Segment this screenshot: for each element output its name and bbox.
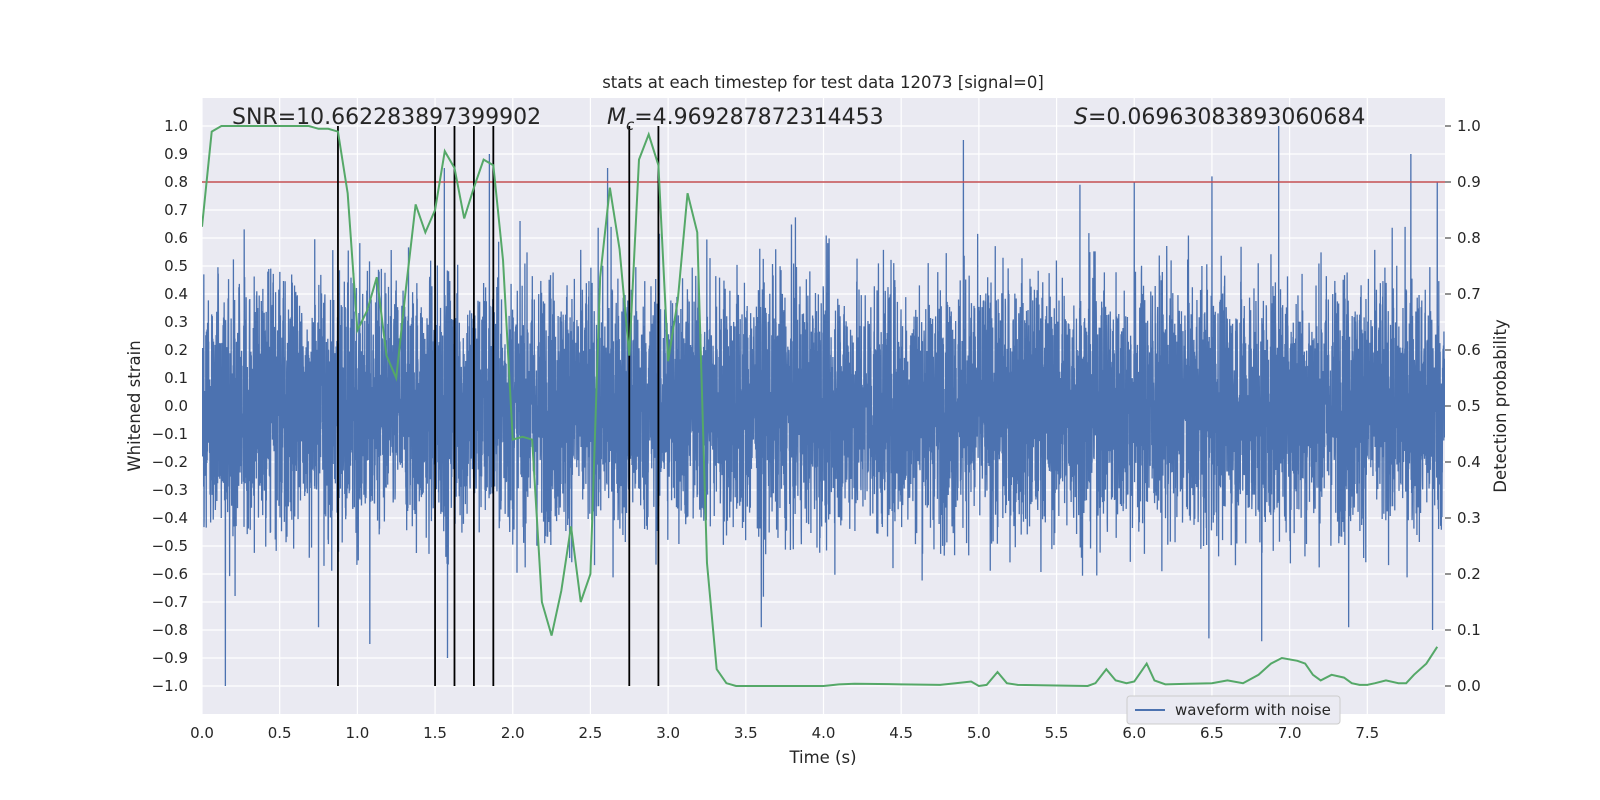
probability-series	[202, 125, 1439, 688]
y2-tick-label: 0.0	[1457, 677, 1481, 695]
y-tick-label: −0.2	[152, 453, 188, 471]
legend-box	[1126, 695, 1341, 725]
y2-tick-label: 0.4	[1457, 453, 1481, 471]
y-tick-label: −0.3	[152, 481, 188, 499]
y-tick-label: 0.9	[164, 145, 188, 163]
significance-value: =0.06963083893060684	[1088, 105, 1365, 130]
y-tick-label: −1.0	[152, 677, 188, 695]
y2-tick-label: 0.3	[1457, 509, 1481, 527]
legend-label: waveform with noise	[1175, 701, 1331, 719]
vertical-markers	[337, 126, 660, 686]
y2-tick-label: 0.9	[1457, 173, 1481, 191]
y-tick-label: 0.4	[164, 285, 188, 303]
y-tick-label: −0.5	[152, 537, 188, 555]
y-tick-label: −0.7	[152, 593, 188, 611]
y2-tick-labels: 0.0 0.1 0.2 0.3 0.4 0.5 0.6 0.7 0.8 0.9 1.0	[1445, 117, 1481, 695]
x-tick-label: 0.5	[268, 724, 292, 742]
snr-annotation: SNR=10.662283897399902	[232, 105, 541, 130]
legend: waveform with noise	[1126, 695, 1341, 725]
x-tick-label: 5.0	[967, 724, 991, 742]
waveform-line	[202, 125, 1445, 687]
x-tick-label: 4.0	[812, 724, 836, 742]
waveform-series	[202, 125, 1445, 687]
x-tick-label: 7.5	[1355, 724, 1379, 742]
y2-tick-label: 0.2	[1457, 565, 1481, 583]
y-tick-label: −0.6	[152, 565, 188, 583]
y2-tick-label: 0.5	[1457, 397, 1481, 415]
y-tick-label: 0.1	[164, 369, 188, 387]
y-tick-label: 0.8	[164, 173, 188, 191]
x-tick-label: 5.5	[1045, 724, 1069, 742]
x-tick-label: 3.5	[734, 724, 758, 742]
y2-tick-label: 0.8	[1457, 229, 1481, 247]
x-tick-label: 2.0	[501, 724, 525, 742]
significance-symbol: S	[1074, 105, 1088, 130]
x-tick-label: 1.5	[423, 724, 447, 742]
y-axis-label: Whitened strain	[125, 340, 144, 471]
y-tick-label: 0.0	[164, 397, 188, 415]
x-tick-labels: 0.0 0.5 1.0 1.5 2.0 2.5 3.0 3.5 4.0 4.5 5.0 5.5 6.0 6…	[190, 724, 1379, 742]
chirp-mass-annotation: Mc=4.969287872314453	[607, 105, 884, 134]
y-tick-labels: −1.0 −0.9 −0.8 −0.7 −0.6 −0.5 −0.4 −0.3 −0.2 −0.1…	[152, 117, 188, 695]
y-tick-label: −0.9	[152, 649, 188, 667]
x-tick-label: 2.5	[579, 724, 603, 742]
y-tick-label: 0.3	[164, 313, 188, 331]
x-tick-label: 0.0	[190, 724, 214, 742]
probability-line	[202, 125, 1439, 688]
chart-title: stats at each timestep for test data 120…	[602, 73, 1044, 92]
y-tick-label: −0.4	[152, 509, 188, 527]
x-tick-label: 6.5	[1200, 724, 1224, 742]
x-tick-label: 6.0	[1122, 724, 1146, 742]
x-tick-label: 7.0	[1278, 724, 1302, 742]
chirp-mass-subscript: c	[626, 116, 635, 134]
y-tick-label: 0.6	[164, 229, 188, 247]
y-tick-label: 0.5	[164, 257, 188, 275]
y2-tick-label: 0.6	[1457, 341, 1481, 359]
y-tick-label: 0.7	[164, 201, 188, 219]
y-tick-label: 0.2	[164, 341, 188, 359]
chirp-mass-symbol: M	[607, 105, 626, 130]
y-tick-label: −0.1	[152, 425, 188, 443]
chirp-mass-value: =4.969287872314453	[634, 105, 883, 130]
y-tick-label: 1.0	[164, 117, 188, 135]
y2-tick-label: 0.1	[1457, 621, 1481, 639]
y2-tick-label: 0.7	[1457, 285, 1481, 303]
y-tick-label: −0.8	[152, 621, 188, 639]
significance-annotation: S=0.06963083893060684	[1074, 105, 1365, 130]
y2-axis-label: Detection probability	[1491, 319, 1510, 493]
x-tick-label: 4.5	[889, 724, 913, 742]
x-tick-label: 3.0	[656, 724, 680, 742]
x-axis-label: Time (s)	[788, 748, 856, 767]
x-tick-label: 1.0	[345, 724, 369, 742]
y2-tick-label: 1.0	[1457, 117, 1481, 135]
